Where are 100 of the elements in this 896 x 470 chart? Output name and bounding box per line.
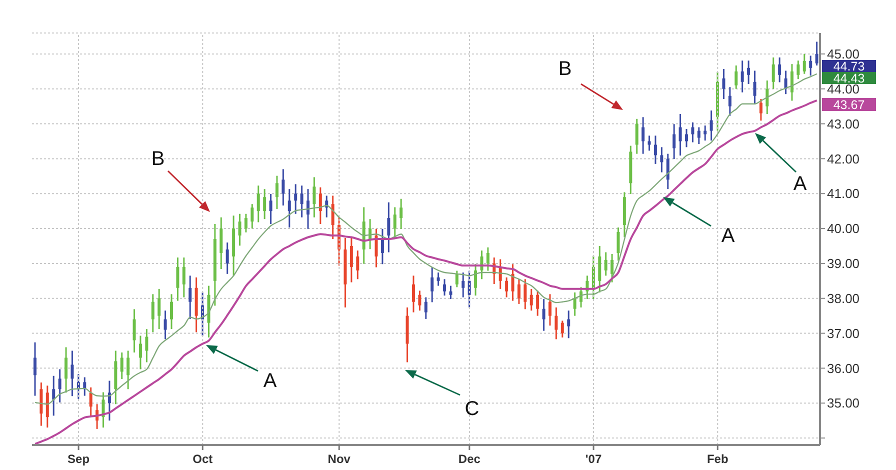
candlestick [728,86,732,116]
y-tick-label: 38.00 [827,290,860,306]
candlestick [567,310,570,339]
candlestick [418,290,422,312]
candlestick [796,60,800,80]
candlestick [554,306,558,340]
candlestick [318,186,322,225]
candlestick [275,175,278,210]
candlestick [52,375,56,416]
candlestick [542,298,546,332]
y-tick-label: 43.00 [827,116,860,132]
candlestick [734,64,738,90]
candlestick [766,80,769,115]
candlestick [58,368,62,404]
y-tick-label: 36.00 [827,360,860,376]
text: 43.67 [833,98,865,112]
candlestick [250,203,254,230]
candlestick [424,296,428,320]
candlestick [430,266,434,303]
candlestick [138,334,142,370]
candlestick [511,263,514,302]
candlestick [678,113,682,156]
candlestick [548,293,552,326]
candlestick [400,198,403,230]
candlestick [462,272,465,298]
candlestick [350,236,353,284]
x-tick-label: Oct [192,452,213,466]
candlestick [610,253,614,284]
candlestick [170,293,174,330]
candlestick [151,293,154,333]
candlestick [164,310,167,340]
candlestick [684,128,688,148]
x-tick-label: Nov [328,452,351,466]
candlestick [356,250,360,280]
y-tick-label: 45.00 [827,46,860,62]
candlestick [89,386,92,416]
candlestick [815,40,818,66]
x-tick-label: Dec [458,452,481,466]
candlestick [642,116,645,155]
candlestick [282,168,285,206]
candlestick [772,56,775,90]
candlestick [672,123,676,160]
candlestick [188,274,192,320]
candlestick [300,184,304,218]
candlestick [778,56,782,83]
candlestick [759,98,762,122]
candlestick [132,308,136,354]
annotation: B [558,58,572,80]
candlestick [536,290,540,317]
candlestick [120,352,124,380]
candlestick [374,228,378,268]
x-tick-label: Feb [706,452,728,466]
annotation: B [151,148,165,170]
candlestick [648,134,651,152]
candlestick [256,184,260,223]
y-tick-label: 41.00 [827,186,860,202]
candlestick [616,226,620,262]
candlestick [387,202,390,254]
candlestick [182,256,186,298]
candlestick [530,288,533,312]
candlestick [331,194,334,240]
candlestick [740,60,744,94]
y-tick-label: 40.00 [827,221,860,236]
candlestick [34,342,36,397]
candlestick [176,256,180,302]
candlestick [288,188,291,228]
annotation: A [721,225,736,247]
candlestick [517,278,520,305]
candlestick [722,68,726,100]
candlestick [486,246,490,272]
candlestick [238,213,242,246]
candlestick [158,288,161,330]
candlestick [312,176,316,218]
candlestick [660,146,664,174]
annotation: A [263,370,278,392]
candlestick [753,70,756,105]
candlestick [455,270,458,288]
y-tick-label: 35.00 [827,396,860,411]
candlestick [524,278,527,310]
candlestick [263,188,266,220]
candlestick [244,213,248,234]
text: 44.73 [833,60,865,74]
candlestick [505,276,508,298]
candlestick [226,242,229,275]
candlestick [443,278,446,296]
candlestick [560,320,564,338]
candlestick [691,122,694,144]
candlestick [635,118,638,155]
candlestick [306,188,310,230]
candlestick [802,53,806,75]
candlestick [436,272,440,287]
candlestick [790,63,794,102]
candlestick [412,274,415,314]
y-tick-label: 37.00 [827,326,860,341]
candlestick [64,346,68,394]
candlestick [697,126,700,145]
y-tick-label: 42.00 [827,151,860,166]
x-tick-label: '07 [585,452,602,466]
candlestick [294,183,298,215]
candlestick [126,350,130,390]
